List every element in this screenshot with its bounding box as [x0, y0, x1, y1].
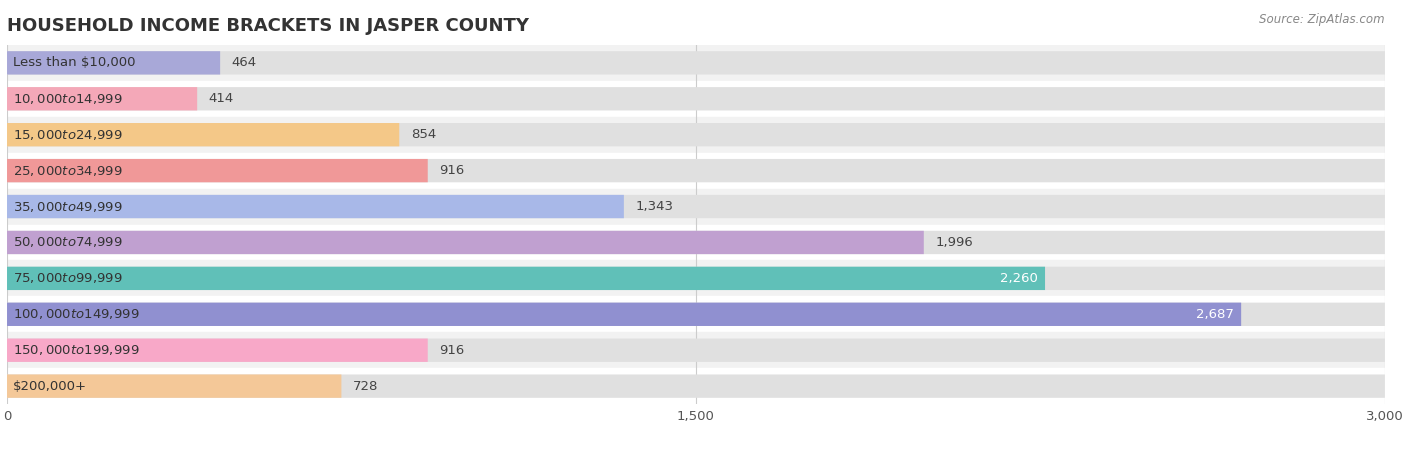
- FancyBboxPatch shape: [7, 159, 427, 182]
- FancyBboxPatch shape: [7, 51, 1385, 75]
- Text: $150,000 to $199,999: $150,000 to $199,999: [13, 343, 139, 357]
- FancyBboxPatch shape: [7, 374, 1385, 398]
- FancyBboxPatch shape: [7, 303, 1241, 326]
- Text: $75,000 to $99,999: $75,000 to $99,999: [13, 271, 122, 286]
- Bar: [7, 81, 1385, 117]
- Text: HOUSEHOLD INCOME BRACKETS IN JASPER COUNTY: HOUSEHOLD INCOME BRACKETS IN JASPER COUN…: [7, 17, 529, 35]
- Text: 464: 464: [232, 57, 257, 69]
- Bar: [7, 153, 1385, 189]
- Text: Source: ZipAtlas.com: Source: ZipAtlas.com: [1260, 13, 1385, 26]
- Text: 1,343: 1,343: [636, 200, 673, 213]
- FancyBboxPatch shape: [7, 195, 624, 218]
- Bar: [7, 332, 1385, 368]
- Bar: [7, 296, 1385, 332]
- Bar: [7, 117, 1385, 153]
- Bar: [7, 224, 1385, 260]
- FancyBboxPatch shape: [7, 267, 1385, 290]
- Bar: [7, 260, 1385, 296]
- FancyBboxPatch shape: [7, 374, 342, 398]
- Text: 916: 916: [439, 344, 464, 357]
- Bar: [7, 368, 1385, 404]
- Text: $10,000 to $14,999: $10,000 to $14,999: [13, 92, 122, 106]
- Text: $35,000 to $49,999: $35,000 to $49,999: [13, 199, 122, 214]
- Text: 414: 414: [208, 92, 233, 105]
- Text: $200,000+: $200,000+: [13, 380, 87, 392]
- Text: 2,260: 2,260: [1000, 272, 1038, 285]
- Text: 728: 728: [353, 380, 378, 392]
- Text: Less than $10,000: Less than $10,000: [13, 57, 135, 69]
- FancyBboxPatch shape: [7, 267, 1045, 290]
- FancyBboxPatch shape: [7, 87, 197, 110]
- FancyBboxPatch shape: [7, 339, 427, 362]
- FancyBboxPatch shape: [7, 123, 1385, 146]
- FancyBboxPatch shape: [7, 231, 924, 254]
- Bar: [7, 189, 1385, 224]
- FancyBboxPatch shape: [7, 123, 399, 146]
- FancyBboxPatch shape: [7, 159, 1385, 182]
- Text: 2,687: 2,687: [1197, 308, 1234, 321]
- FancyBboxPatch shape: [7, 195, 1385, 218]
- Bar: [7, 45, 1385, 81]
- Text: 916: 916: [439, 164, 464, 177]
- Text: $25,000 to $34,999: $25,000 to $34,999: [13, 163, 122, 178]
- FancyBboxPatch shape: [7, 51, 221, 75]
- Text: 1,996: 1,996: [935, 236, 973, 249]
- Text: $100,000 to $149,999: $100,000 to $149,999: [13, 307, 139, 321]
- FancyBboxPatch shape: [7, 231, 1385, 254]
- Text: 854: 854: [411, 128, 436, 141]
- Text: $50,000 to $74,999: $50,000 to $74,999: [13, 235, 122, 250]
- FancyBboxPatch shape: [7, 87, 1385, 110]
- FancyBboxPatch shape: [7, 303, 1385, 326]
- FancyBboxPatch shape: [7, 339, 1385, 362]
- Text: $15,000 to $24,999: $15,000 to $24,999: [13, 128, 122, 142]
